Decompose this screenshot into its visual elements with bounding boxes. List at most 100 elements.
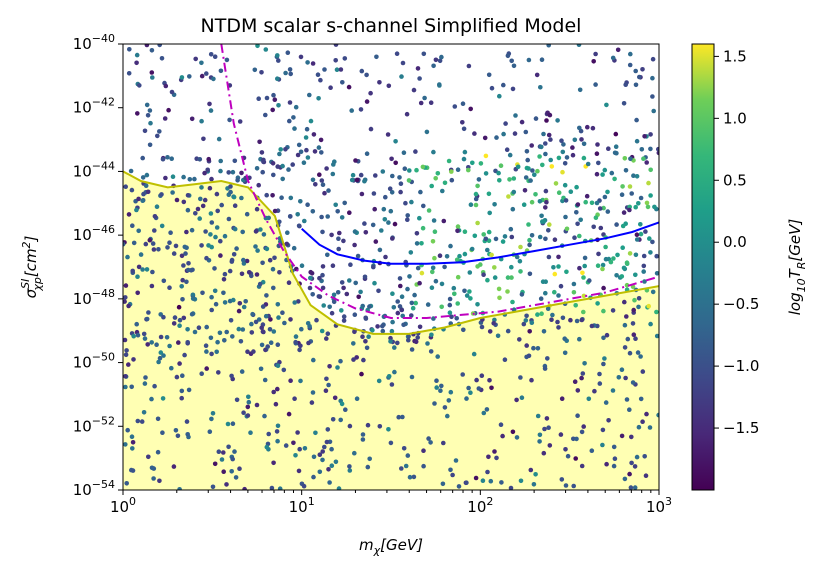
scatter-point: [322, 444, 327, 450]
scatter-point: [489, 252, 494, 258]
scatter-point: [417, 76, 422, 81]
scatter-point: [322, 190, 327, 196]
scatter-point: [321, 303, 327, 308]
scatter-point: [549, 317, 554, 323]
scatter-point: [492, 202, 497, 207]
scatter-point: [629, 460, 634, 466]
scatter-point: [379, 228, 384, 233]
scatter-point: [528, 467, 534, 473]
scatter-point: [621, 101, 627, 106]
scatter-point: [621, 265, 627, 271]
scatter-point: [580, 270, 585, 276]
scatter-point: [585, 124, 590, 130]
scatter-point: [240, 229, 245, 235]
colorbar-tick-label: −0.5: [723, 295, 759, 313]
scatter-point: [529, 377, 534, 383]
scatter-point: [126, 71, 132, 76]
scatter-point: [419, 241, 424, 246]
scatter-point: [542, 366, 548, 371]
scatter-point: [276, 58, 281, 63]
scatter-point: [192, 329, 198, 335]
scatter-point: [624, 397, 630, 402]
scatter-point: [308, 118, 314, 124]
scatter-point: [312, 149, 318, 154]
scatter-point: [335, 365, 340, 370]
scatter-point: [283, 147, 288, 152]
scatter-point: [292, 300, 298, 305]
scatter-point: [448, 467, 453, 473]
scatter-point: [606, 418, 611, 423]
scatter-point: [364, 345, 370, 351]
scatter-point: [212, 266, 217, 271]
scatter-point: [142, 336, 148, 341]
scatter-point: [180, 277, 185, 283]
scatter-point: [500, 239, 506, 244]
scatter-point: [224, 482, 229, 487]
scatter-point: [500, 433, 505, 439]
scatter-point: [548, 137, 553, 142]
scatter-point: [549, 164, 555, 169]
scatter-point: [170, 190, 175, 195]
scatter-point: [331, 292, 337, 298]
scatter-point: [199, 118, 204, 124]
scatter-point: [407, 168, 412, 173]
scatter-point: [550, 312, 555, 318]
scatter-point: [155, 416, 161, 422]
plot-area: [122, 43, 660, 491]
scatter-point: [199, 73, 205, 79]
scatter-point: [271, 460, 276, 466]
scatter-point: [204, 324, 209, 330]
scatter-point: [529, 143, 534, 148]
scatter-point: [152, 383, 157, 389]
scatter-point: [597, 371, 602, 377]
scatter-point: [179, 284, 184, 289]
scatter-point: [533, 192, 538, 197]
scatter-point: [339, 280, 345, 285]
scatter-point: [386, 374, 392, 379]
scatter-point: [449, 169, 454, 174]
scatter-point: [123, 352, 129, 358]
scatter-point: [275, 438, 280, 444]
scatter-point: [388, 335, 393, 341]
colorbar-ticks: 1.5 1.0 0.5 0.0 −0.5 −1.0 −1.5: [714, 47, 759, 437]
scatter-point: [136, 264, 142, 270]
scatter-point: [451, 285, 457, 291]
scatter-point: [161, 353, 166, 358]
scatter-point: [157, 129, 162, 134]
scatter-point: [141, 331, 147, 337]
scatter-point: [161, 278, 167, 284]
scatter-point: [273, 401, 279, 407]
scatter-point: [470, 160, 475, 166]
scatter-point: [261, 232, 267, 237]
scatter-point: [629, 434, 634, 440]
scatter-point: [156, 359, 161, 365]
scatter-point: [482, 135, 488, 141]
scatter-point: [564, 269, 569, 275]
scatter-point: [326, 188, 331, 193]
scatter-point: [311, 132, 317, 137]
scatter-point: [560, 169, 565, 175]
scatter-point: [176, 340, 181, 345]
scatter-point: [296, 299, 301, 304]
scatter-point: [628, 51, 633, 57]
scatter-point: [302, 218, 307, 224]
scatter-point: [453, 458, 459, 463]
scatter-point: [214, 225, 220, 230]
scatter-point: [130, 446, 135, 451]
scatter-point: [354, 396, 360, 402]
scatter-point: [334, 67, 340, 72]
scatter-point: [395, 299, 401, 304]
scatter-point: [642, 454, 647, 459]
scatter-point: [574, 210, 579, 215]
scatter-point: [140, 175, 146, 180]
scatter-point: [485, 469, 490, 475]
scatter-point: [481, 410, 487, 416]
scatter-point: [325, 427, 331, 432]
scatter-point: [534, 72, 540, 78]
scatter-point: [401, 150, 407, 155]
scatter-point: [548, 157, 553, 163]
scatter-point: [235, 178, 240, 183]
y-tick-label: 10−52: [73, 414, 115, 435]
scatter-point: [623, 375, 628, 381]
scatter-point: [148, 120, 153, 126]
